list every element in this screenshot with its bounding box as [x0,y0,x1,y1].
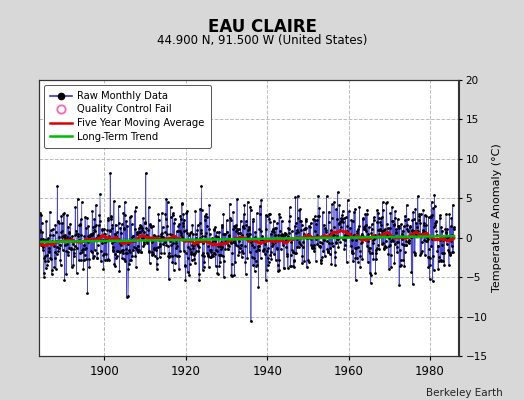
Text: 44.900 N, 91.500 W (United States): 44.900 N, 91.500 W (United States) [157,34,367,47]
Legend: Raw Monthly Data, Quality Control Fail, Five Year Moving Average, Long-Term Tren: Raw Monthly Data, Quality Control Fail, … [45,85,211,148]
Text: Berkeley Earth: Berkeley Earth [427,388,503,398]
Y-axis label: Temperature Anomaly (°C): Temperature Anomaly (°C) [492,144,501,292]
Text: EAU CLAIRE: EAU CLAIRE [208,18,316,36]
